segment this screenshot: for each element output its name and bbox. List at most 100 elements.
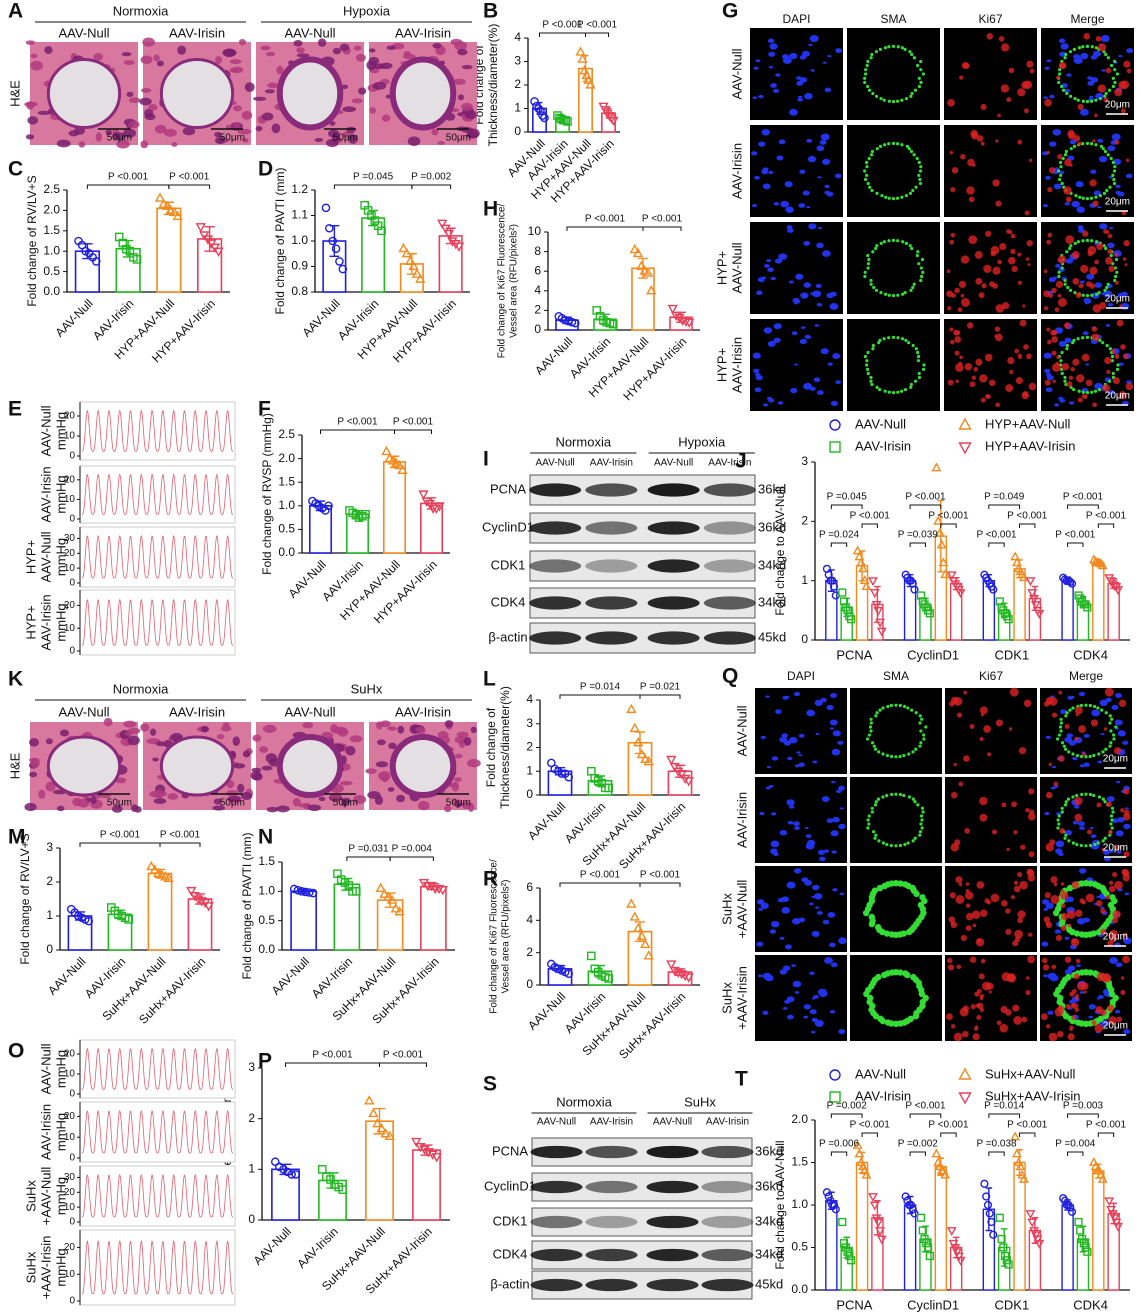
data-point xyxy=(1113,1222,1124,1232)
dapi-nucleus xyxy=(770,83,777,88)
sma-signal xyxy=(887,45,891,49)
panel-letter: T xyxy=(735,1068,748,1091)
ki67-signal xyxy=(1120,990,1126,996)
data-point xyxy=(1030,1231,1041,1241)
ki67-signal xyxy=(1010,895,1015,900)
significance-label: P <0.001 xyxy=(312,1050,353,1061)
dapi-nucleus xyxy=(768,66,774,69)
row-label: mmHg xyxy=(53,475,68,513)
ki67-signal xyxy=(953,697,963,706)
y-tick-label: 0 xyxy=(69,646,75,657)
nucleus xyxy=(28,757,40,762)
dapi-nucleus xyxy=(1043,974,1048,978)
ki67-signal xyxy=(1118,699,1127,708)
sma-signal xyxy=(886,704,890,709)
sma-signal xyxy=(1106,282,1110,286)
ki67-signal xyxy=(1055,280,1064,289)
data-point xyxy=(1109,1214,1120,1224)
panel-letter: B xyxy=(483,0,498,23)
sma-signal xyxy=(866,266,870,270)
sma-signal xyxy=(865,359,869,363)
sma-signal xyxy=(1107,379,1112,383)
sma-signal xyxy=(867,257,871,262)
data-point xyxy=(324,501,333,511)
bar xyxy=(156,207,182,293)
data-point xyxy=(667,304,678,315)
dapi-nucleus xyxy=(764,264,770,268)
significance-label: P <0.001 xyxy=(1055,530,1096,541)
nucleus xyxy=(130,804,138,813)
y-tick-label: 10 xyxy=(64,431,76,442)
data-point xyxy=(411,1137,422,1148)
sma-signal xyxy=(912,153,916,157)
panel-letter: A xyxy=(8,0,23,23)
sma-signal xyxy=(1106,153,1110,157)
panel-letter: N xyxy=(258,826,273,849)
ki67-signal xyxy=(1028,788,1035,795)
ki67-signal xyxy=(1101,847,1105,852)
dapi-nucleus xyxy=(1107,145,1116,152)
sma-signal xyxy=(909,94,913,98)
sma-signal xyxy=(867,156,871,161)
sma-signal xyxy=(883,292,888,296)
y-tick-label: 10 xyxy=(64,494,76,505)
sma-signal xyxy=(920,818,924,822)
sma-signal xyxy=(919,165,923,169)
dapi-nucleus xyxy=(1078,691,1086,697)
row-label: +AAV-Irisin xyxy=(38,1236,53,1300)
dapi-nucleus xyxy=(827,912,836,918)
ki67-signal xyxy=(1023,108,1029,114)
ki67-signal xyxy=(1075,292,1082,299)
significance-label: P <0.001 xyxy=(642,214,683,225)
sma-signal xyxy=(1112,733,1116,737)
sma-signal xyxy=(1097,290,1101,295)
data-point xyxy=(843,1247,852,1256)
sma-signal xyxy=(867,733,871,737)
significance-label: P =0.049 xyxy=(984,492,1025,503)
ki67-signal xyxy=(1109,929,1118,939)
nucleus xyxy=(59,729,70,737)
ki67-signal xyxy=(1008,67,1015,74)
legend-marker xyxy=(829,1091,841,1103)
significance-label: P <0.001 xyxy=(337,417,378,428)
dapi-nucleus xyxy=(804,826,809,829)
dapi-nucleus xyxy=(1046,374,1054,381)
significance-label: P =0.014 xyxy=(580,682,621,693)
sma-signal xyxy=(1105,343,1109,348)
dapi-nucleus xyxy=(768,170,774,175)
data-point xyxy=(1083,1247,1092,1256)
nucleus xyxy=(216,734,225,740)
sma-signal xyxy=(1103,288,1107,292)
dapi-nucleus xyxy=(762,183,771,190)
dapi-nucleus xyxy=(761,129,771,136)
significance-bracket xyxy=(940,523,957,528)
data-point xyxy=(293,885,303,895)
significance-label: P =0.045 xyxy=(827,492,868,503)
data-point xyxy=(852,1139,863,1149)
dapi-nucleus xyxy=(1124,892,1130,896)
nucleus xyxy=(458,94,465,101)
sma-signal xyxy=(908,50,912,54)
sma-signal xyxy=(889,843,893,848)
y-tick-label: 0 xyxy=(69,1153,75,1164)
significance-label: P =0.002 xyxy=(898,1139,939,1150)
y-tick-label: 1 xyxy=(526,763,533,777)
row-label: AAV-Null xyxy=(38,405,53,456)
data-point xyxy=(405,255,416,265)
nucleus xyxy=(45,781,56,792)
ki67-signal xyxy=(1060,882,1065,886)
sma-signal xyxy=(1093,389,1098,393)
dapi-nucleus xyxy=(1049,94,1055,99)
data-point xyxy=(626,898,637,908)
ki67-signal xyxy=(1095,35,1102,42)
nucleus xyxy=(155,741,168,747)
sma-signal xyxy=(867,814,871,818)
sma-signal xyxy=(1064,833,1068,837)
sma-signal xyxy=(863,270,867,274)
nucleus xyxy=(407,136,421,147)
sma-signal xyxy=(1110,359,1115,363)
ki67-signal xyxy=(995,719,1003,727)
y-axis-label: Fold change of RV/LV+S xyxy=(18,833,32,964)
dapi-nucleus xyxy=(766,396,773,401)
panel-letter: K xyxy=(8,668,23,691)
